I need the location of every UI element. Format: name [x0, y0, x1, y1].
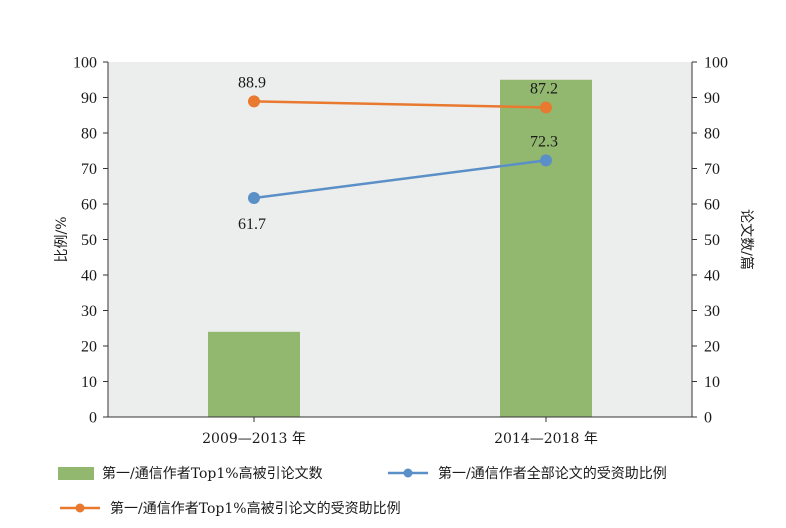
y-tick-label-right-3: 30 [704, 303, 720, 320]
data-label-1-1: 87.2 [530, 80, 558, 97]
bar-0 [208, 331, 300, 417]
y-tick-label-right-2: 20 [704, 339, 720, 356]
y-tick-label-right-5: 50 [704, 232, 720, 249]
legend-item-line-all: 第一/通信作者全部论文的受资助比例 [386, 463, 667, 483]
chart: 0 0 10 10 20 20 30 30 40 40 50 50 60 60 70 70 80 80 90 90 10… [54, 55, 754, 448]
legend-swatch-bar [58, 466, 94, 480]
legend-swatch-line-top [60, 503, 100, 513]
y-tick-label-left-0: 0 [89, 410, 97, 427]
y-tick-label-right-0: 0 [704, 410, 712, 427]
x-tick-label-0: 2009—2013 年 [202, 431, 306, 447]
y-tick-label-right-10: 100 [704, 55, 728, 72]
y-tick-label-left-4: 40 [81, 268, 97, 285]
y-tick-label-left-1: 10 [81, 374, 97, 391]
line-point-1-0 [248, 95, 260, 108]
line-point-1-1 [540, 101, 552, 114]
y-tick-label-left-5: 50 [81, 232, 97, 249]
y-tick-label-left-3: 30 [81, 303, 97, 320]
y-tick-label-right-6: 60 [704, 197, 720, 214]
line-series-1 [253, 100, 547, 109]
y-tick-label-left-2: 20 [81, 339, 97, 356]
y-axis-title-left: 比例/% [54, 216, 70, 262]
y-axis-title-right: 论文数/篇 [738, 209, 754, 270]
plot-area [108, 62, 692, 417]
data-label-0-0: 61.7 [238, 216, 266, 233]
line-series-0 [253, 159, 547, 200]
legend-item-line-top: 第一/通信作者Top1%高被引论文的受资助比例 [58, 498, 401, 518]
data-label-1-0: 88.9 [238, 74, 266, 91]
y-tick-label-right-9: 90 [704, 90, 720, 107]
y-tick-label-right-1: 10 [704, 374, 720, 391]
y-tick-label-right-8: 80 [704, 126, 720, 143]
legend-label-bar: 第一/通信作者Top1%高被引论文数 [102, 466, 323, 482]
bar-1 [500, 79, 592, 417]
y-tick-label-left-8: 80 [81, 126, 97, 143]
line-point-0-0 [248, 191, 260, 204]
y-tick-label-right-7: 70 [704, 161, 720, 178]
data-label-0-1: 72.3 [530, 133, 558, 150]
y-tick-label-right-4: 40 [704, 268, 720, 285]
legend-item-bar: 第一/通信作者Top1%高被引论文数 [58, 463, 323, 483]
y-tick-label-left-7: 70 [81, 161, 97, 178]
y-tick-label-left-9: 90 [81, 90, 97, 107]
legend-label-line-top: 第一/通信作者Top1%高被引论文的受资助比例 [110, 501, 401, 517]
legend-label-line-all: 第一/通信作者全部论文的受资助比例 [438, 466, 667, 482]
line-point-0-1 [540, 154, 552, 167]
legend-swatch-line-all [388, 468, 428, 478]
y-tick-label-left-10: 100 [73, 55, 97, 72]
y-tick-label-left-6: 60 [81, 197, 97, 214]
x-tick-label-1: 2014—2018 年 [494, 431, 598, 447]
